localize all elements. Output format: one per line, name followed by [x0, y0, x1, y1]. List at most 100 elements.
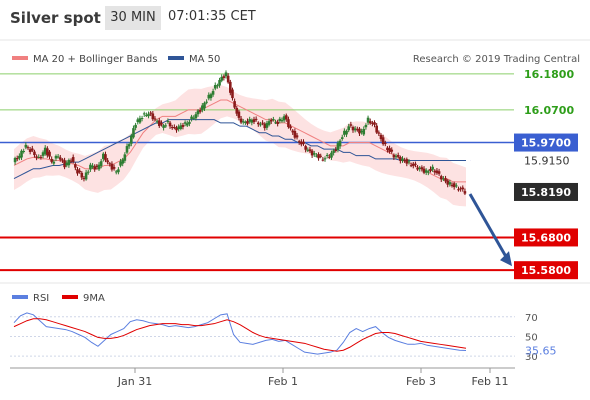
candle-body — [231, 89, 234, 99]
candle-body — [194, 114, 198, 119]
candle-body — [151, 113, 155, 120]
candle-body — [297, 141, 301, 143]
candle-body — [140, 117, 144, 119]
candle-body — [15, 158, 19, 160]
candle-body — [328, 156, 331, 158]
rsi-legend-label-1: RSI — [33, 293, 49, 304]
candle-body — [371, 122, 374, 124]
candle-body — [375, 125, 378, 133]
candle-body — [411, 163, 415, 166]
candle-body — [80, 172, 84, 178]
candle-body — [183, 122, 187, 124]
candle-body — [196, 110, 200, 115]
candle-body — [256, 122, 260, 125]
x-tick-label-4: Feb 11 — [472, 375, 509, 388]
price-label-15-5800: 15.5800 — [521, 264, 571, 277]
candle-body — [166, 120, 170, 123]
candle-body — [145, 115, 148, 117]
candle-body — [239, 118, 243, 123]
candle-body — [84, 172, 88, 180]
candle-body — [203, 102, 206, 109]
price-label-16-0700: 16.0700 — [524, 104, 574, 117]
candle-body — [63, 160, 66, 168]
candle-body — [304, 146, 307, 150]
candle-body — [455, 185, 458, 187]
candle-body — [424, 170, 428, 173]
candle-body — [267, 121, 271, 125]
candle-body — [332, 150, 335, 153]
candle-body — [386, 147, 389, 151]
candle-body — [244, 121, 247, 123]
candle-body — [89, 164, 92, 170]
candle-body — [218, 80, 221, 86]
candle-body — [461, 187, 465, 190]
candle-body — [74, 164, 77, 168]
forecast-arrow-head — [500, 251, 512, 267]
candle-body — [317, 154, 320, 159]
candle-body — [35, 156, 38, 158]
rsi-tick-70: 70 — [525, 313, 538, 324]
candle-body — [392, 154, 396, 158]
candle-body — [463, 191, 467, 194]
candle-body — [246, 120, 249, 124]
price-label-15-5800-box — [514, 261, 578, 280]
candle-body — [312, 153, 316, 155]
x-tick-label-1: Jan 31 — [117, 375, 152, 388]
legend-label-1: MA 20 + Bollinger Bands — [33, 54, 157, 65]
candle-body — [224, 72, 228, 77]
candle-body — [433, 170, 437, 173]
candle-body — [130, 135, 133, 144]
candle-body — [155, 120, 159, 122]
candle-body — [65, 162, 69, 166]
candle-body — [39, 156, 43, 158]
candle-body — [97, 164, 101, 170]
candle-body — [168, 122, 172, 127]
candle-body — [216, 85, 219, 87]
candle-body — [24, 144, 28, 148]
candle-body — [207, 94, 211, 99]
rsi-series-9ma — [13, 318, 467, 352]
candle-body — [280, 120, 284, 122]
candle-body — [362, 128, 366, 135]
candle-body — [132, 128, 135, 138]
candle-body — [439, 176, 443, 180]
candle-body — [265, 123, 269, 128]
candle-body — [28, 149, 32, 152]
candle-body — [26, 147, 30, 149]
candle-body — [134, 124, 137, 128]
timeframe-button[interactable]: 30 MIN — [105, 6, 161, 30]
candle-body — [330, 152, 333, 158]
candle-body — [343, 130, 346, 135]
candle-body — [261, 122, 264, 124]
candle-body — [293, 130, 297, 138]
candle-body — [119, 161, 122, 166]
legend-label-2: MA 50 — [189, 54, 220, 65]
candle-body — [190, 116, 193, 119]
candle-body — [282, 116, 286, 121]
candle-body — [399, 156, 402, 161]
chart-header: Silver spot 30 MIN 07:01:35 CET — [0, 0, 590, 36]
candle-body — [368, 121, 372, 124]
candle-body — [205, 101, 208, 103]
price-label-15-6800-box — [514, 228, 578, 247]
candle-body — [121, 159, 124, 164]
candle-body — [250, 119, 254, 123]
candle-body — [13, 158, 17, 163]
candle-body — [302, 141, 305, 144]
candle-body — [61, 159, 64, 161]
candle-body — [127, 144, 131, 147]
candle-body — [170, 127, 174, 129]
instrument-title: Silver spot — [10, 9, 101, 27]
candle-body — [403, 160, 406, 162]
candle-body — [272, 118, 275, 120]
candle-body — [106, 160, 109, 163]
candle-body — [188, 121, 191, 124]
candle-body — [278, 118, 282, 121]
rsi-legend-swatch-1 — [12, 295, 28, 299]
candle-body — [416, 167, 419, 170]
candle-body — [338, 140, 342, 147]
rsi-legend-label-2: 9MA — [83, 293, 105, 304]
candle-body — [321, 159, 325, 161]
candle-body — [373, 122, 376, 125]
candle-body — [340, 137, 344, 139]
